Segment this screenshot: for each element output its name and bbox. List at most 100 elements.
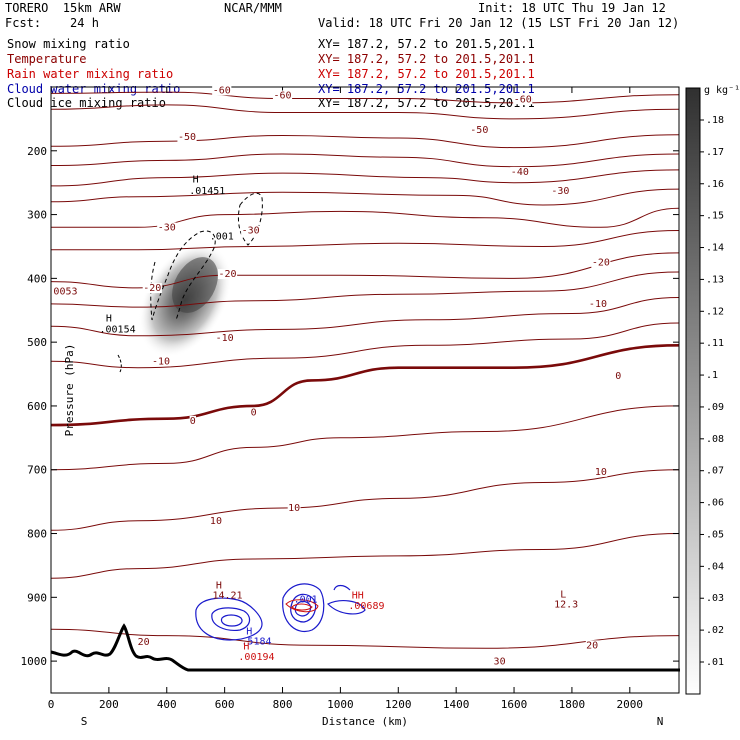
contour-label: -30 bbox=[158, 223, 176, 234]
contour-label: -10 bbox=[589, 299, 607, 310]
contour-label: 0 bbox=[615, 371, 621, 382]
temperature-isotherms bbox=[51, 91, 679, 649]
init-time: Init: 18 UTC Thu 19 Jan 12 bbox=[478, 1, 666, 15]
label-background bbox=[272, 90, 293, 101]
contour-label: 10 bbox=[288, 503, 300, 514]
rain-water-contours bbox=[285, 599, 319, 613]
snow-shading bbox=[138, 242, 232, 358]
contour-label: H bbox=[216, 580, 222, 591]
label-background bbox=[469, 124, 489, 135]
contour-label: 14.21 bbox=[212, 591, 242, 602]
colorbar-tick-label: .13 bbox=[706, 274, 724, 285]
colorbar-tick-label: .04 bbox=[706, 561, 724, 572]
field-rain-xy: XY= 187.2, 57.2 to 201.5,201.1 bbox=[318, 67, 535, 81]
contour-label: -10 bbox=[152, 356, 170, 367]
field-cloudice-label: Cloud ice mixing ratio bbox=[7, 96, 166, 110]
contour-label: .001 bbox=[294, 594, 318, 605]
colorbar-tick-label: .15 bbox=[706, 211, 724, 222]
contour-label: .01451 bbox=[189, 186, 225, 197]
colorbar-tick-label: .11 bbox=[706, 338, 724, 349]
field-temp-xy: XY= 187.2, 57.2 to 201.5,201.1 bbox=[318, 52, 535, 66]
contour-label: 20 bbox=[138, 637, 150, 648]
isotherm-m20 bbox=[51, 252, 679, 289]
contour-label: -60 bbox=[514, 94, 532, 105]
y-tick-label: 800 bbox=[27, 528, 47, 541]
contour-label: .00689 bbox=[348, 601, 384, 612]
contour-label: H bbox=[243, 642, 249, 653]
colorbar: g kg⁻¹ .01 .02 .03 .04 .05 .06 .07 .08 .09 .1 .11.… bbox=[685, 85, 740, 695]
contour-label: -20 bbox=[219, 269, 237, 280]
colorbar-tick-label: .05 bbox=[706, 529, 724, 540]
contour-label: -30 bbox=[551, 186, 569, 197]
plot-frame bbox=[50, 86, 680, 694]
label-background bbox=[142, 283, 162, 294]
isotherm-0 bbox=[51, 344, 679, 427]
y-tick-label: 1000 bbox=[21, 655, 48, 668]
contour-label: L bbox=[560, 589, 566, 600]
isotherm-m50 bbox=[51, 134, 679, 149]
isotherm-10 bbox=[51, 469, 679, 531]
contour-label: 0 bbox=[190, 416, 196, 427]
isotherm-m45 bbox=[51, 153, 679, 168]
south-end-label: S bbox=[81, 715, 88, 728]
colorbar-tick-label: .07 bbox=[706, 466, 724, 477]
colorbar-ramp bbox=[685, 87, 701, 695]
isotherm-m5 bbox=[51, 322, 679, 369]
x-tick-label: 1800 bbox=[559, 698, 586, 711]
contour-label: H bbox=[246, 626, 252, 637]
isotherm-m30 bbox=[51, 207, 679, 228]
x-tick-label: 1400 bbox=[443, 698, 470, 711]
contour-label: 0 bbox=[251, 408, 257, 419]
contour-label: .5184 bbox=[241, 637, 271, 648]
label-background bbox=[217, 269, 238, 280]
label-background bbox=[550, 186, 570, 197]
x-tick-label: 0 bbox=[48, 698, 55, 711]
contour-label: -60 bbox=[273, 90, 291, 101]
label-background bbox=[52, 286, 79, 297]
colorbar-tick-label: .16 bbox=[706, 179, 724, 190]
contour-label: H bbox=[106, 314, 112, 325]
contour-label: H bbox=[193, 175, 199, 186]
isotherm-m10 bbox=[51, 297, 679, 337]
isotherm-m35 bbox=[51, 188, 679, 206]
contour-label: 10 bbox=[595, 467, 607, 478]
isotherm-m25 bbox=[51, 230, 679, 251]
label-background bbox=[212, 85, 232, 96]
y-tick-label: 500 bbox=[27, 336, 47, 349]
x-tick-label: 1200 bbox=[385, 698, 412, 711]
model-title: TORERO 15km ARW bbox=[5, 1, 121, 15]
y-tick-label: 600 bbox=[27, 400, 47, 413]
colorbar-tick-label: .08 bbox=[706, 434, 724, 445]
field-snow-label: Snow mixing ratio bbox=[7, 37, 130, 51]
contour-label: -40 bbox=[511, 167, 529, 178]
isotherm-m60 bbox=[51, 91, 679, 104]
colorbar-tick-label: .12 bbox=[706, 306, 724, 317]
y-tick-label: 700 bbox=[27, 464, 47, 477]
colorbar-tick-label: .14 bbox=[706, 243, 724, 254]
isotherm-m40 bbox=[51, 169, 679, 187]
field-rain-label: Rain water mixing ratio bbox=[7, 67, 174, 81]
isotherm-15 bbox=[51, 533, 679, 579]
contour-label: -30 bbox=[242, 226, 260, 237]
label-background bbox=[615, 371, 622, 382]
x-tick-label: 1000 bbox=[327, 698, 354, 711]
contour-label: .00154 bbox=[99, 325, 135, 336]
y-tick-label: 300 bbox=[27, 209, 47, 222]
contour-label: 12.3 bbox=[554, 600, 578, 611]
cloud-ice-contour bbox=[117, 192, 263, 373]
north-end-label: N bbox=[657, 715, 664, 728]
isotherm-20 bbox=[51, 628, 679, 649]
colorbar-tick-label: .1 bbox=[706, 370, 718, 381]
contour-label: -20 bbox=[143, 283, 161, 294]
contour-label: 0053 bbox=[53, 286, 77, 297]
colorbar-tick-label: .01 bbox=[706, 657, 724, 668]
label-background bbox=[189, 415, 197, 426]
contour-label: 20 bbox=[586, 640, 598, 651]
isotherm-5 bbox=[51, 405, 679, 471]
x-axis-label: Distance (km) bbox=[322, 715, 408, 728]
label-background bbox=[588, 299, 608, 310]
label-background bbox=[250, 407, 257, 418]
label-background bbox=[513, 94, 533, 105]
contour-label: 30 bbox=[494, 656, 506, 667]
y-tick-label: 200 bbox=[27, 145, 47, 158]
